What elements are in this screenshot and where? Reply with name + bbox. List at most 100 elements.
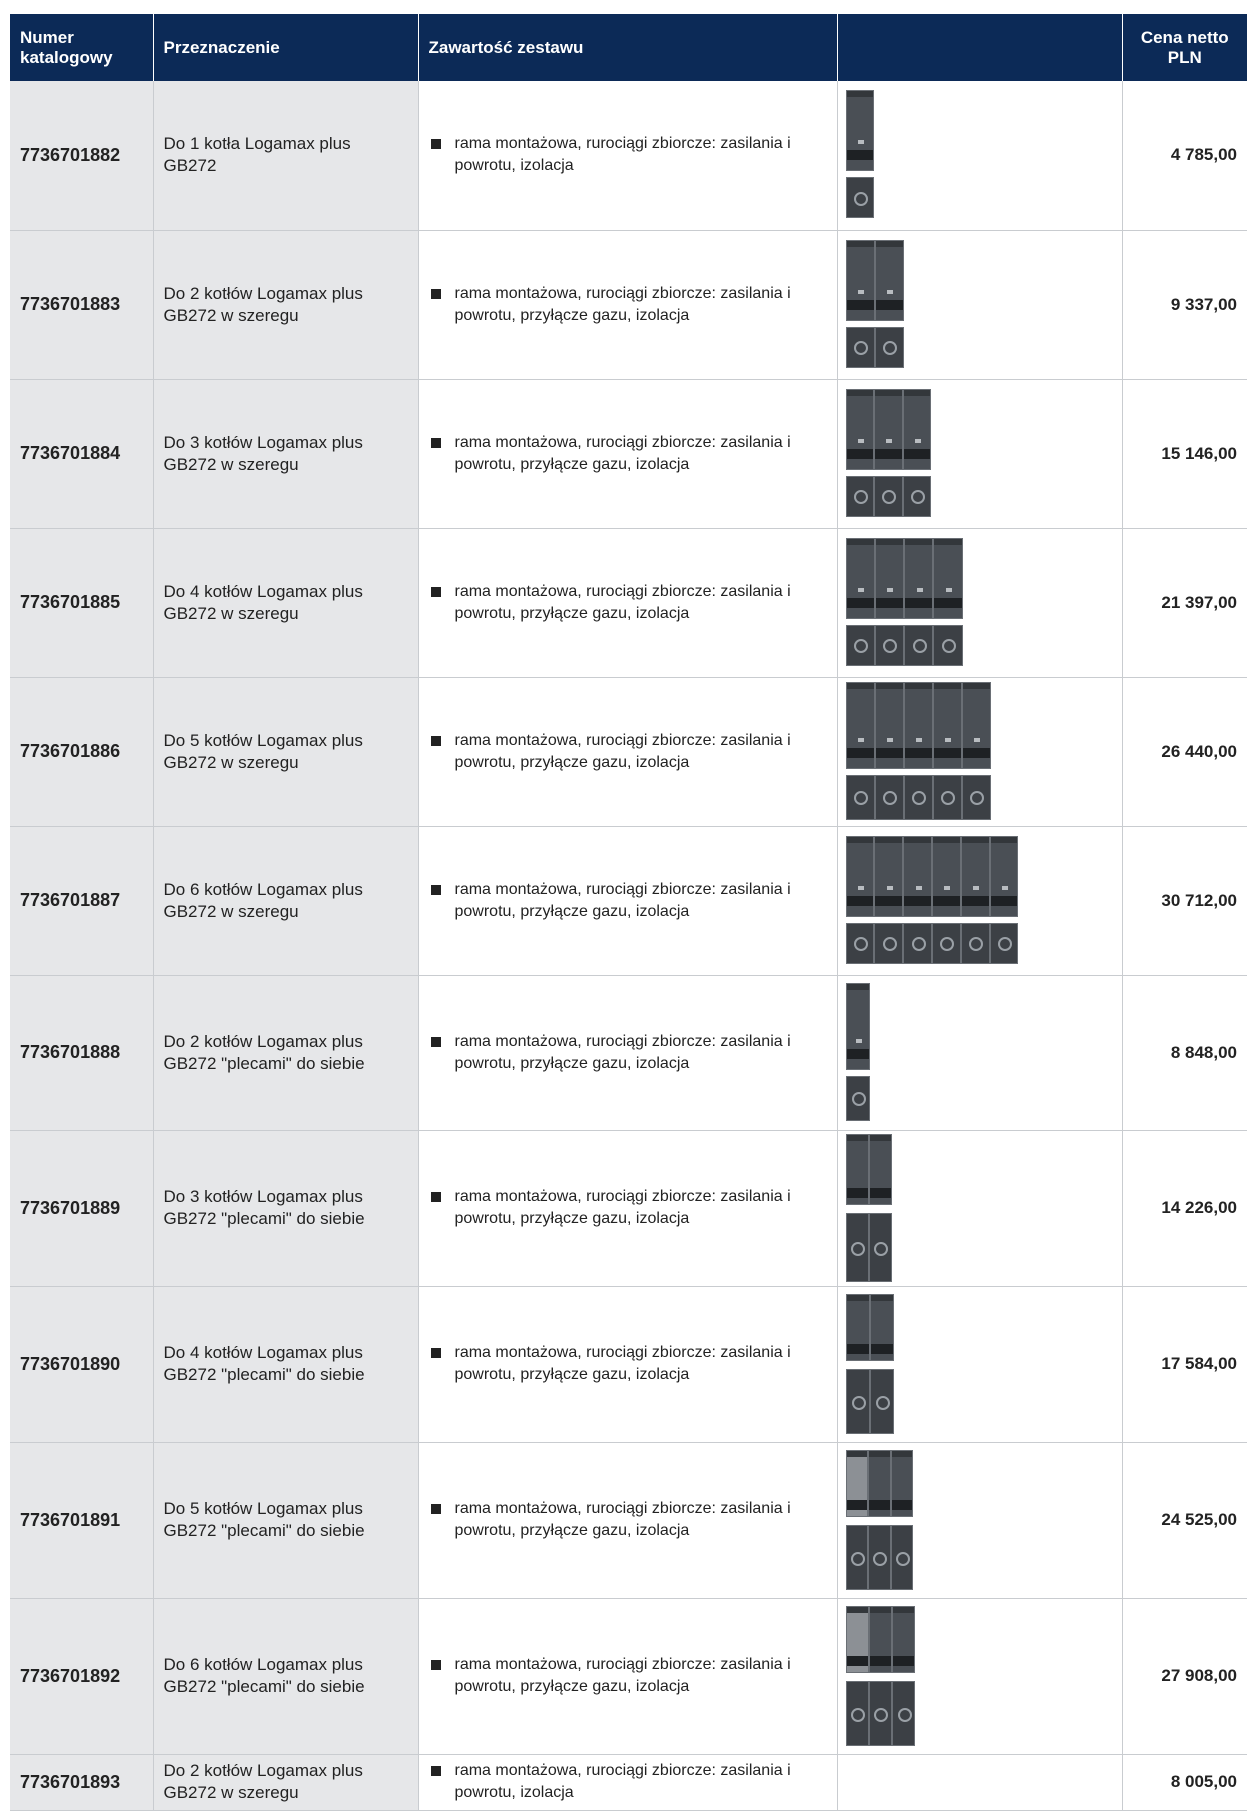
bullet-icon [430,1192,441,1202]
table-row: 7736701891 Do 5 kotłów Logamax plus GB272… [10,1442,1247,1599]
contents-cell: rama montażowa, rurociągi zbiorcze: zasi… [418,1442,838,1599]
product-image-cell [837,379,1123,529]
contents-cell: rama montażowa, rurociągi zbiorcze: zasi… [418,528,838,678]
boiler-unit [869,1294,894,1361]
contents-text: rama montażowa, rurociągi zbiorcze: zasi… [454,1500,791,1539]
boiler-unit [845,1134,869,1205]
header-contents: Zawartość zestawu [418,14,838,81]
product-image-cell [837,528,1123,678]
manifold-pipes [904,624,934,666]
manifold-pipes [932,774,962,820]
catalog-number: 7736701887 [10,826,154,976]
boiler-unit [874,239,904,321]
purpose-text: Do 4 kotłów Logamax plus GB272 "plecami"… [153,1286,419,1443]
product-image-cell [837,81,1123,231]
bullet-icon [430,1660,441,1670]
product-image-cell [837,677,1123,827]
table-body: 7736701882 Do 1 kotła Logamax plus GB272 r… [10,81,1247,1811]
manifold-pipes [868,1525,891,1590]
header-catalog-number: Numer katalogowy [10,14,154,81]
table-row: 7736701884 Do 3 kotłów Logamax plus GB272… [10,379,1247,529]
purpose-text: Do 6 kotłów Logamax plus GB272 "plecami"… [153,1598,419,1755]
manifold-pipes [868,1213,892,1282]
purpose-text: Do 3 kotłów Logamax plus GB272 w szeregu [153,379,419,529]
manifold-pipes [845,624,875,666]
boiler-unit [874,537,904,619]
product-image-cell [837,1598,1123,1755]
boiler-unit [845,982,870,1070]
contents-text: rama montażowa, rurociągi zbiorcze: zasi… [454,880,791,920]
contents-cell: rama montażowa, rurociągi zbiorcze: zasi… [418,1130,838,1287]
bullet-icon [430,586,441,597]
contents-text: rama montażowa, rurociągi zbiorcze: zasi… [454,135,791,175]
contents-text: rama montażowa, rurociągi zbiorcze: zasi… [454,433,791,473]
boiler-unit [989,835,1019,917]
net-price: 14 226,00 [1122,1130,1247,1287]
boiler-unit [845,1606,869,1673]
contents-cell: rama montażowa, rurociągi zbiorcze: zasi… [418,1286,838,1443]
manifold-pipes [868,1681,893,1746]
net-price: 17 584,00 [1122,1286,1247,1443]
bullet-icon [430,139,441,150]
boiler-unit [845,388,875,470]
boiler-cascade-image [845,1134,892,1282]
table-row: 7736701889 Do 3 kotłów Logamax plus GB272… [10,1130,1247,1287]
contents-text: rama montażowa, rurociągi zbiorcze: zasi… [454,1188,791,1227]
boiler-unit [868,1134,892,1205]
manifold-pipes [874,922,904,964]
contents-cell: rama montażowa, rurociągi zbiorcze: zasi… [418,1598,838,1755]
product-image-cell [837,1442,1123,1599]
boiler-unit [892,1606,916,1673]
contents-cell: rama montażowa, rurociągi zbiorcze: zasi… [418,677,838,827]
manifold-pipes [903,922,932,964]
boiler-unit [903,835,932,917]
purpose-text: Do 2 kotłów Logamax plus GB272 w szeregu [153,230,419,380]
contents-text: rama montażowa, rurociągi zbiorcze: zasi… [454,582,791,622]
catalog-number: 7736701886 [10,677,154,827]
product-image-cell [837,975,1123,1131]
table-row: 7736701893 Do 2 kotłów Logamax plus GB272… [10,1754,1247,1811]
contents-text: rama montażowa, rurociągi zbiorcze: zasi… [454,1032,791,1072]
manifold-pipes [890,1525,914,1590]
purpose-text: Do 5 kotłów Logamax plus GB272 "plecami"… [153,1442,419,1599]
manifold-pipes [874,326,904,368]
header-purpose: Przeznaczenie [153,14,419,81]
manifold-pipes [933,624,963,666]
contents-text: rama montażowa, rurociągi zbiorcze: zasi… [454,1762,791,1801]
contents-cell: rama montażowa, rurociągi zbiorcze: zasi… [418,230,838,380]
product-image-cell [837,1286,1123,1443]
contents-text: rama montażowa, rurociągi zbiorcze: zasi… [454,284,791,324]
boiler-unit [845,681,875,769]
table-row: 7736701892 Do 6 kotłów Logamax plus GB272… [10,1598,1247,1755]
product-image-cell [837,1754,1123,1811]
boiler-cascade-image [845,1450,914,1590]
table-row: 7736701886 Do 5 kotłów Logamax plus GB272… [10,677,1247,827]
boiler-unit [933,537,963,619]
boiler-unit [845,90,874,172]
purpose-text: Do 2 kotłów Logamax plus GB272 "plecami"… [153,975,419,1131]
boiler-cascade-image [845,982,870,1123]
manifold-pipes [932,922,961,964]
boiler-unit [961,681,991,769]
bullet-icon [430,884,441,895]
boiler-unit [874,835,904,917]
boiler-cascade-image [845,1606,916,1746]
catalog-number: 7736701891 [10,1442,154,1599]
boiler-unit [903,681,933,769]
header-price: Cena netto PLN [1122,14,1247,81]
product-image-cell [837,1130,1123,1287]
purpose-text: Do 5 kotłów Logamax plus GB272 w szeregu [153,677,419,827]
boiler-unit [845,1450,869,1517]
catalog-number: 7736701889 [10,1130,154,1287]
manifold-pipes [845,774,875,820]
table-header-row: Numer katalogowy Przeznaczenie Zawartość… [10,14,1247,81]
manifold-pipes [845,1075,870,1121]
net-price: 4 785,00 [1122,81,1247,231]
boiler-cascade-image [845,388,932,519]
boiler-unit [874,681,904,769]
catalog-number: 7736701892 [10,1598,154,1755]
boiler-unit [932,681,962,769]
manifold-pipes [960,922,990,964]
purpose-text: Do 6 kotłów Logamax plus GB272 w szeregu [153,826,419,976]
catalog-number: 7736701882 [10,81,154,231]
